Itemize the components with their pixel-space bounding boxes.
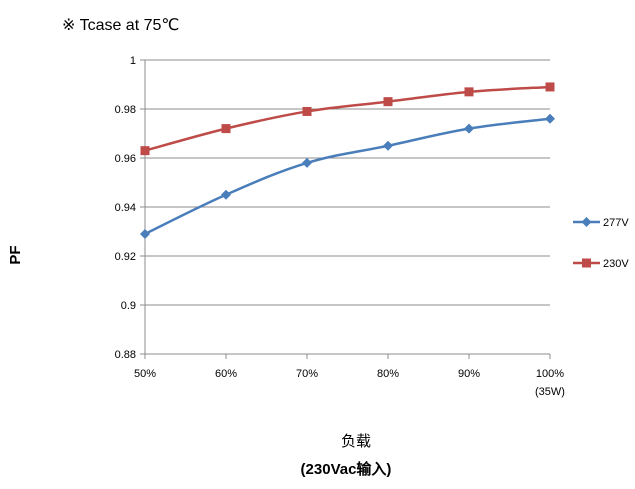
data-point	[302, 157, 312, 168]
x-axis-sublabel: (230Vac输入)	[301, 460, 392, 478]
data-point	[545, 82, 555, 92]
data-point	[464, 123, 474, 134]
data-point	[140, 146, 150, 156]
x-tick-label: 70%	[296, 368, 318, 380]
y-tick-label: 1	[130, 55, 136, 67]
series-277V	[140, 113, 555, 239]
y-tick-label: 0.94	[115, 202, 136, 214]
x-tick-sublabel: (35W)	[535, 386, 565, 398]
x-tick-label: 90%	[458, 368, 480, 380]
y-tick-label: 0.9	[121, 300, 136, 312]
x-tick-label: 80%	[377, 368, 399, 380]
data-point	[302, 106, 312, 116]
series-line	[144, 117, 551, 236]
x-tick-label: 60%	[215, 368, 237, 380]
legend-marker	[581, 217, 592, 227]
y-axis-label: PF	[7, 245, 24, 264]
data-point	[140, 228, 150, 239]
data-point	[221, 124, 231, 134]
data-point	[383, 140, 393, 151]
x-axis-label: 负载	[341, 433, 371, 450]
x-tick-label: 100%	[536, 368, 564, 380]
x-tick-label: 50%	[134, 368, 156, 380]
legend-label: 230V	[603, 258, 629, 270]
data-point	[545, 113, 555, 124]
grid	[145, 59, 550, 306]
legend: 277V 230V	[573, 217, 629, 270]
data-point	[464, 87, 474, 97]
y-tick-label: 0.92	[115, 251, 136, 263]
series-230V	[140, 82, 555, 156]
legend-marker	[582, 258, 591, 268]
y-tick-label: 0.88	[115, 349, 136, 361]
y-tick-label: 0.98	[115, 104, 136, 116]
series-line	[144, 85, 551, 152]
legend-item-277V: 277V	[573, 217, 629, 229]
y-tick-label: 0.96	[115, 153, 136, 165]
legend-item-230V: 230V	[573, 258, 629, 270]
chart-title: ※ Tcase at 75℃	[62, 17, 179, 34]
axes: 0.88 0.9 0.92 0.94 0.96 0.98 1 50% 60% 70% 80% 90% 1…	[115, 55, 565, 398]
series-layer	[140, 82, 555, 239]
legend-label: 277V	[603, 217, 629, 229]
data-point	[221, 189, 231, 200]
data-point	[383, 97, 393, 107]
